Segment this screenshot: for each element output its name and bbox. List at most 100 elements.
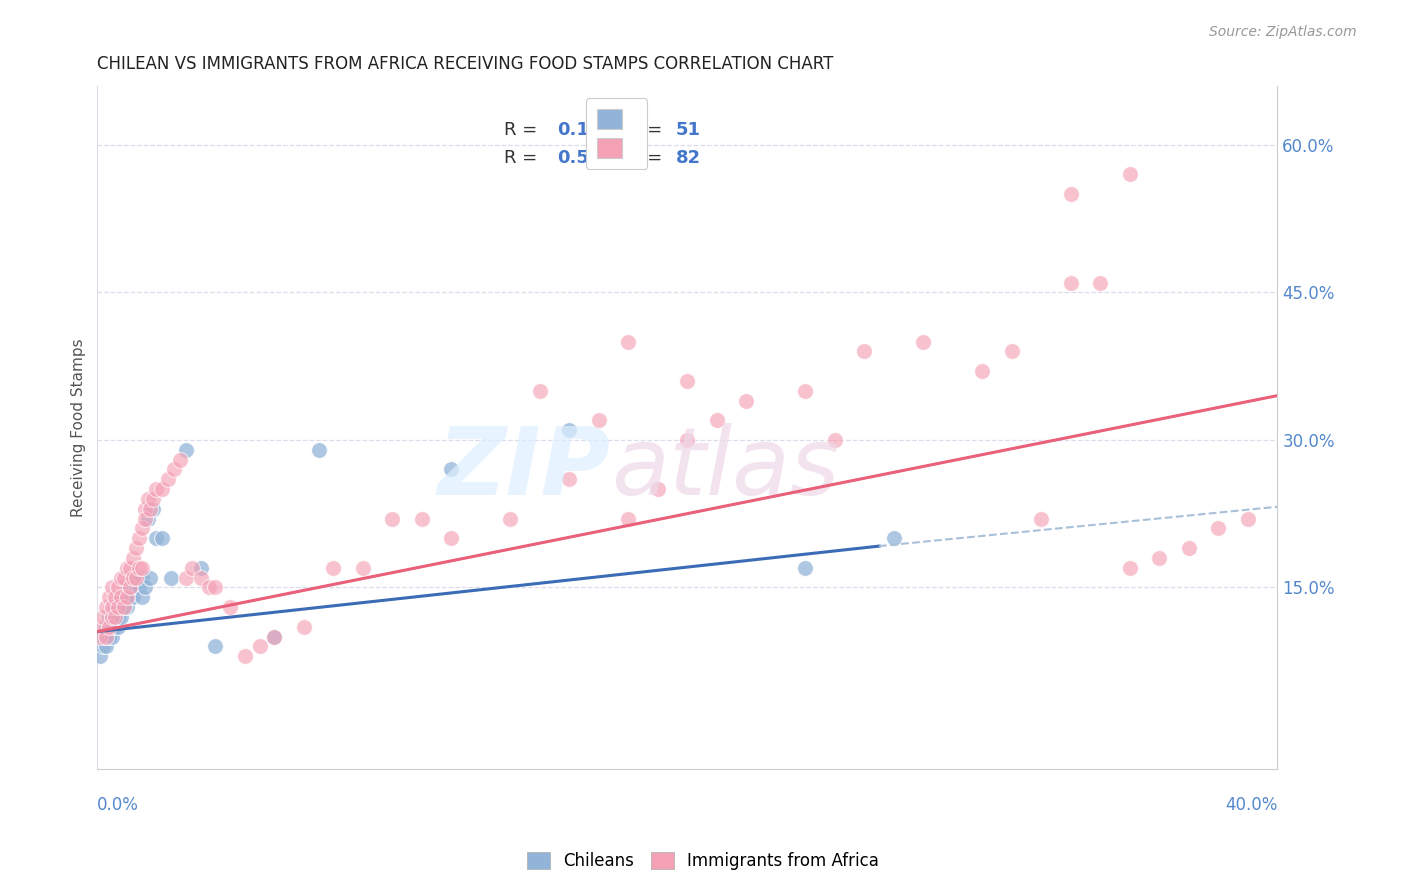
Point bbox=[647, 482, 669, 496]
Point bbox=[163, 462, 186, 476]
Point bbox=[121, 570, 143, 584]
Point bbox=[98, 630, 121, 644]
Point bbox=[121, 570, 143, 584]
Point bbox=[134, 501, 156, 516]
Point bbox=[263, 630, 285, 644]
Point bbox=[352, 560, 374, 574]
Point bbox=[96, 630, 118, 644]
Point bbox=[112, 591, 135, 605]
Point bbox=[1090, 276, 1112, 290]
Point bbox=[101, 610, 124, 624]
Text: 51: 51 bbox=[675, 121, 700, 139]
Point bbox=[174, 570, 197, 584]
Point bbox=[107, 600, 129, 615]
Point bbox=[249, 640, 271, 654]
Point bbox=[110, 600, 132, 615]
Point bbox=[440, 462, 463, 476]
Point bbox=[96, 620, 118, 634]
Point bbox=[136, 511, 159, 525]
Point bbox=[529, 384, 551, 398]
Point bbox=[91, 620, 114, 634]
Point bbox=[794, 560, 817, 574]
Point bbox=[104, 591, 127, 605]
Point bbox=[110, 570, 132, 584]
Point bbox=[136, 491, 159, 506]
Text: R =: R = bbox=[505, 121, 544, 139]
Point bbox=[617, 511, 640, 525]
Point bbox=[101, 620, 124, 634]
Point bbox=[912, 334, 935, 349]
Point bbox=[110, 610, 132, 624]
Text: 0.163: 0.163 bbox=[558, 121, 614, 139]
Point bbox=[115, 560, 138, 574]
Point bbox=[145, 531, 167, 545]
Point bbox=[735, 393, 758, 408]
Point bbox=[160, 570, 183, 584]
Point bbox=[145, 482, 167, 496]
Point bbox=[134, 511, 156, 525]
Point bbox=[308, 442, 330, 457]
Point bbox=[96, 640, 118, 654]
Point bbox=[883, 531, 905, 545]
Point bbox=[98, 620, 121, 634]
Point bbox=[125, 570, 148, 584]
Text: 82: 82 bbox=[675, 149, 700, 167]
Point bbox=[139, 570, 162, 584]
Point bbox=[118, 591, 141, 605]
Point bbox=[118, 581, 141, 595]
Point bbox=[107, 581, 129, 595]
Point bbox=[115, 591, 138, 605]
Point bbox=[190, 560, 212, 574]
Text: N =: N = bbox=[628, 121, 668, 139]
Point bbox=[112, 600, 135, 615]
Point bbox=[128, 581, 150, 595]
Point bbox=[125, 541, 148, 555]
Point bbox=[128, 531, 150, 545]
Point bbox=[558, 472, 581, 486]
Point bbox=[112, 570, 135, 584]
Point bbox=[198, 581, 221, 595]
Point bbox=[107, 620, 129, 634]
Text: N =: N = bbox=[628, 149, 668, 167]
Point bbox=[411, 511, 433, 525]
Point bbox=[706, 413, 728, 427]
Point bbox=[104, 610, 127, 624]
Text: CHILEAN VS IMMIGRANTS FROM AFRICA RECEIVING FOOD STAMPS CORRELATION CHART: CHILEAN VS IMMIGRANTS FROM AFRICA RECEIV… bbox=[97, 55, 834, 73]
Point bbox=[115, 600, 138, 615]
Point bbox=[107, 600, 129, 615]
Point bbox=[1119, 167, 1142, 181]
Point bbox=[1119, 560, 1142, 574]
Point bbox=[499, 511, 522, 525]
Point bbox=[107, 610, 129, 624]
Point bbox=[180, 560, 202, 574]
Point bbox=[134, 581, 156, 595]
Point bbox=[110, 591, 132, 605]
Point bbox=[104, 610, 127, 624]
Point bbox=[853, 344, 876, 359]
Point bbox=[96, 630, 118, 644]
Point bbox=[824, 433, 846, 447]
Point bbox=[588, 413, 610, 427]
Legend: Chileans, Immigrants from Africa: Chileans, Immigrants from Africa bbox=[520, 845, 886, 877]
Point bbox=[233, 649, 256, 664]
Point bbox=[110, 591, 132, 605]
Point bbox=[219, 600, 242, 615]
Point bbox=[263, 630, 285, 644]
Point bbox=[676, 374, 699, 388]
Point bbox=[292, 620, 315, 634]
Point bbox=[558, 423, 581, 437]
Point bbox=[204, 581, 226, 595]
Point bbox=[89, 649, 111, 664]
Point bbox=[131, 521, 153, 535]
Point bbox=[112, 600, 135, 615]
Point bbox=[1060, 276, 1083, 290]
Text: Source: ZipAtlas.com: Source: ZipAtlas.com bbox=[1209, 25, 1357, 39]
Point bbox=[104, 620, 127, 634]
Point bbox=[150, 482, 173, 496]
Point bbox=[98, 610, 121, 624]
Point bbox=[676, 433, 699, 447]
Point bbox=[150, 531, 173, 545]
Point bbox=[96, 600, 118, 615]
Legend: , : , bbox=[586, 98, 647, 169]
Point bbox=[115, 591, 138, 605]
